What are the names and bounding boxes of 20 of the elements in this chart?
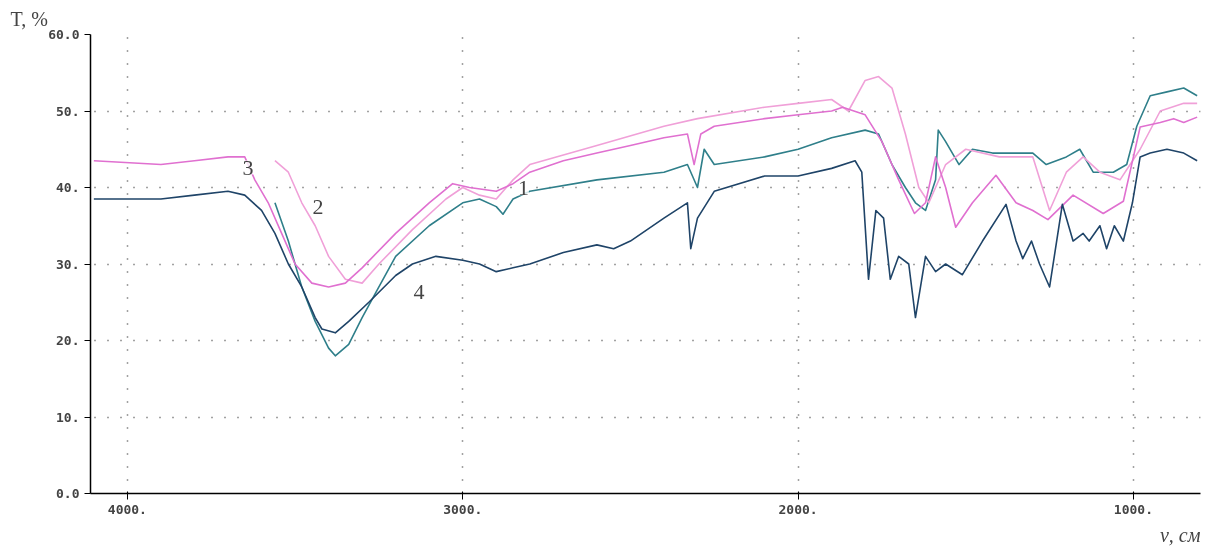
line-series <box>274 87 1198 357</box>
y-tick-label: 10. <box>56 409 80 425</box>
line-series <box>274 75 1198 284</box>
y-tick-label: 0.0 <box>56 486 80 501</box>
line-series <box>93 148 1198 334</box>
x-tick-label: 4000. <box>107 501 147 517</box>
annotation: 4 <box>413 278 425 304</box>
x-tick-label: 2000. <box>778 501 818 517</box>
y-axis-title: T, % <box>10 7 48 30</box>
x-tick-label: 3000. <box>443 501 483 517</box>
y-tick-label: 50. <box>56 103 80 119</box>
y-tick-label: 30. <box>56 256 80 272</box>
y-tick-label: 40. <box>56 180 80 195</box>
y-tick-label: 20. <box>56 333 80 348</box>
annotation: 1 <box>517 175 529 201</box>
x-tick-label: 1000. <box>1113 501 1153 517</box>
y-tick-label: 60.0 <box>48 27 80 42</box>
annotation: 2 <box>312 193 324 219</box>
annotation: 3 <box>242 154 254 180</box>
x-axis-title: ν, см <box>1159 523 1201 546</box>
